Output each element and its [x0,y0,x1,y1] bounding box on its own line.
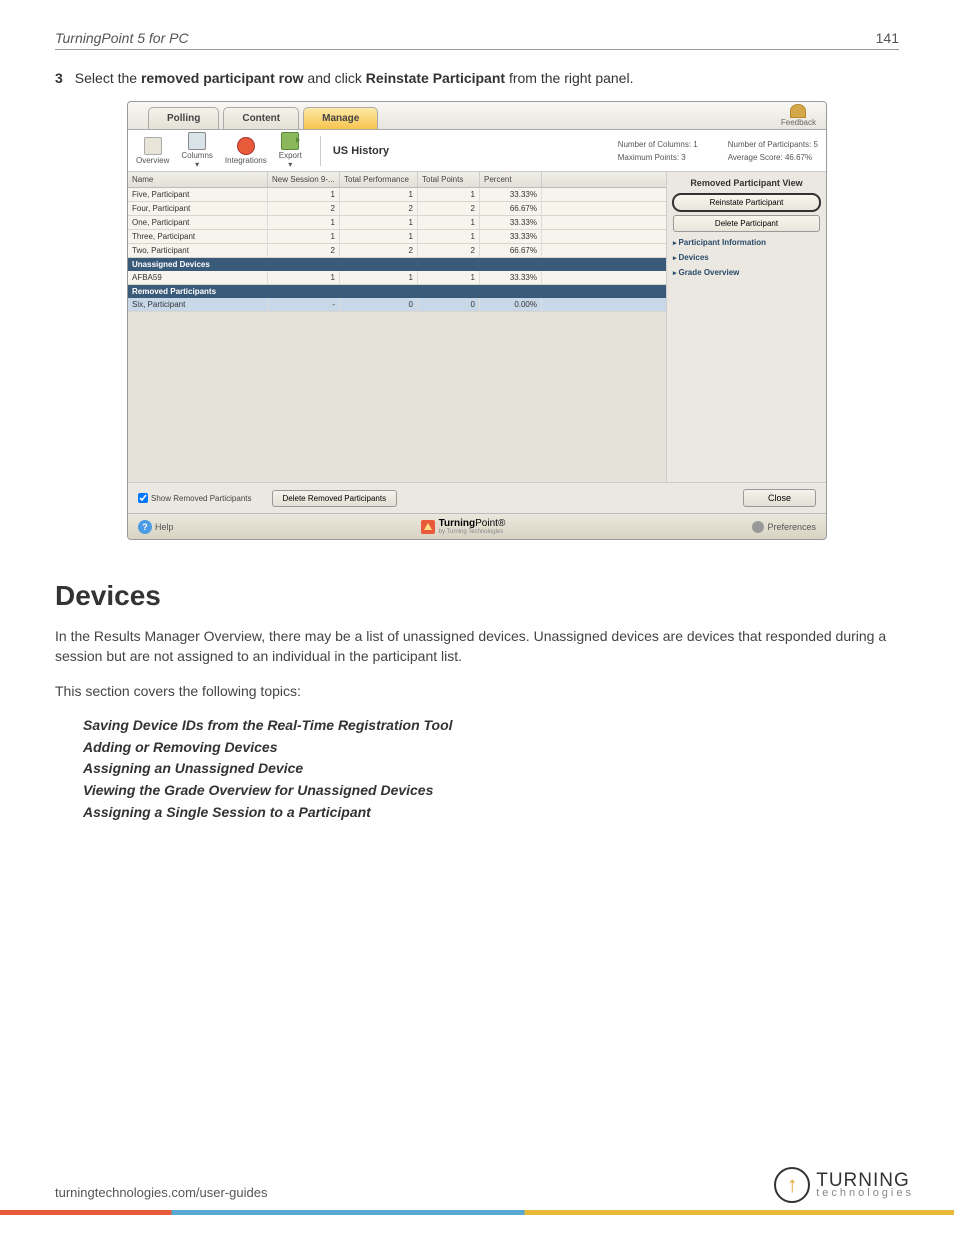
grid-header: Name New Session 9-... Total Performance… [128,172,666,188]
side-panel: Removed Participant View Reinstate Parti… [666,172,826,482]
page-footer: turningtechnologies.com/user-guides ↑ TU… [0,1184,954,1215]
topic-link[interactable]: Saving Device IDs from the Real-Time Reg… [83,715,899,737]
export-button[interactable]: Export ▾ [279,132,302,169]
table-row[interactable]: Two, Participant22266.67% [128,244,666,258]
side-title: Removed Participant View [673,178,820,188]
table-row[interactable]: Five, Participant11133.33% [128,188,666,202]
col-points[interactable]: Total Points [418,172,480,187]
app-footer: ?Help TurningPoint® by Turning Technolog… [128,513,826,539]
col-performance[interactable]: Total Performance [340,172,418,187]
table-row[interactable]: Three, Participant11133.33% [128,230,666,244]
gear-icon [752,521,764,533]
section-p2: This section covers the following topics… [55,681,899,701]
stat-maxpoints: Maximum Points: 3 [618,153,698,162]
table-row[interactable]: Four, Participant22266.67% [128,202,666,216]
doc-title: TurningPoint 5 for PC [55,30,189,46]
topic-link[interactable]: Viewing the Grade Overview for Unassigne… [83,780,899,802]
separator [320,136,321,166]
columns-button[interactable]: Columns ▾ [181,132,213,169]
stat-columns: Number of Columns: 1 [618,140,698,149]
topic-list: Saving Device IDs from the Real-Time Reg… [55,715,899,823]
stat-participants: Number of Participants: 5 [728,140,818,149]
brand-icon [421,520,435,534]
toolbar: Overview Columns ▾ Integrations Export ▾… [128,130,826,172]
delete-removed-button[interactable]: Delete Removed Participants [272,490,398,507]
stats: Number of Columns: 1 Maximum Points: 3 N… [618,140,818,162]
footer-url: turningtechnologies.com/user-guides [0,1185,267,1200]
page-header: TurningPoint 5 for PC 141 [55,30,899,50]
page-number: 141 [876,30,899,46]
section-devices[interactable]: Devices [673,253,820,262]
feedback-icon [790,104,806,118]
tab-manage[interactable]: Manage [303,107,378,129]
session-title: US History [333,145,389,157]
integrations-button[interactable]: Integrations [225,137,267,165]
table-row[interactable]: AFBA59 1 1 1 33.33% [128,271,666,285]
delete-participant-button[interactable]: Delete Participant [673,215,820,232]
step-number: 3 [55,70,63,86]
table-row-selected[interactable]: Six, Participant - 0 0 0.00% [128,298,666,312]
main-area: Name New Session 9-... Total Performance… [128,172,826,482]
tab-bar: Polling Content Manage Feedback [128,102,826,130]
app-screenshot: Polling Content Manage Feedback Overview… [127,101,827,540]
section-p1: In the Results Manager Overview, there m… [55,626,899,667]
col-name[interactable]: Name [128,172,268,187]
color-strip [0,1210,954,1215]
section-unassigned: Unassigned Devices [128,258,666,271]
grid-empty [128,312,666,482]
step-3: 3 Select the removed participant row and… [55,70,899,86]
show-removed-checkbox[interactable]: Show Removed Participants [138,493,252,503]
export-icon [281,132,299,150]
topic-link[interactable]: Adding or Removing Devices [83,737,899,759]
section-heading: Devices [55,580,899,612]
brand: TurningPoint® by Turning Technologies [421,518,506,535]
tab-content[interactable]: Content [223,107,299,129]
topic-link[interactable]: Assigning an Unassigned Device [83,758,899,780]
tab-polling[interactable]: Polling [148,107,219,129]
grid: Name New Session 9-... Total Performance… [128,172,666,482]
section-grade-overview[interactable]: Grade Overview [673,268,820,277]
col-session[interactable]: New Session 9-... [268,172,340,187]
col-percent[interactable]: Percent [480,172,542,187]
reinstate-button[interactable]: Reinstate Participant [673,194,820,211]
topic-link[interactable]: Assigning a Single Session to a Particip… [83,802,899,824]
table-row[interactable]: One, Participant11133.33% [128,216,666,230]
overview-icon [144,137,162,155]
preferences-button[interactable]: Preferences [752,521,816,533]
section-participant-info[interactable]: Participant Information [673,238,820,247]
close-button[interactable]: Close [743,489,816,507]
help-button[interactable]: ?Help [138,520,174,534]
company-logo: ↑ TURNING technologies [774,1167,914,1203]
bottom-bar: Show Removed Participants Delete Removed… [128,482,826,513]
section-removed: Removed Participants [128,285,666,298]
integrations-icon [237,137,255,155]
step-text: Select the removed participant row and c… [75,70,634,86]
stat-avgscore: Average Score: 46.67% [728,153,818,162]
logo-icon: ↑ [774,1167,810,1203]
feedback-button[interactable]: Feedback [781,104,816,127]
columns-icon [188,132,206,150]
overview-button[interactable]: Overview [136,137,169,165]
help-icon: ? [138,520,152,534]
